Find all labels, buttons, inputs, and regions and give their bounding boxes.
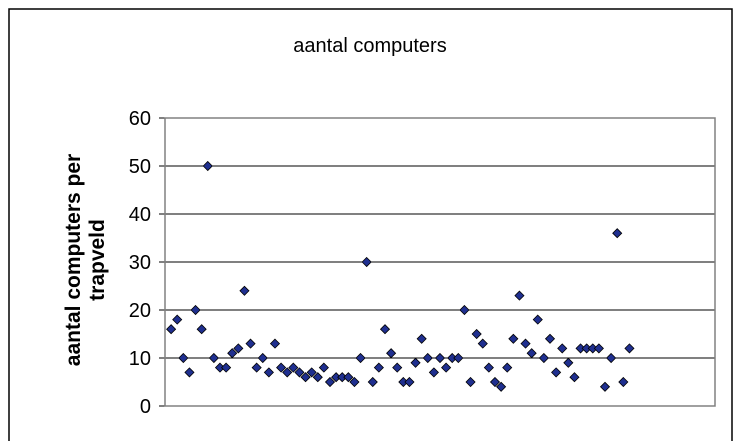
y-tick-label-10: 10	[129, 348, 151, 370]
data-point	[422, 352, 433, 364]
data-point	[624, 343, 635, 354]
data-point	[379, 324, 391, 335]
data-point	[355, 352, 366, 364]
data-point	[233, 343, 244, 354]
y-tick-label-20: 20	[129, 300, 151, 322]
data-point	[544, 333, 556, 344]
data-point	[563, 357, 574, 368]
data-point	[269, 338, 281, 349]
data-point	[416, 333, 427, 344]
y-axis-label-line-1: aantal computers per	[62, 154, 85, 366]
data-point	[318, 362, 329, 373]
data-point	[502, 362, 513, 373]
data-point	[172, 314, 183, 325]
y-tick-label-50: 50	[129, 156, 151, 178]
data-point	[551, 367, 562, 378]
data-point	[227, 348, 238, 359]
data-point	[459, 304, 470, 316]
data-point	[361, 256, 372, 268]
y-tick-label-30: 30	[129, 252, 151, 274]
data-point	[221, 362, 232, 373]
data-point	[612, 228, 623, 239]
data-point	[367, 376, 378, 388]
data-point	[514, 290, 525, 301]
data-point	[349, 376, 360, 388]
data-point	[294, 367, 305, 378]
data-point	[373, 362, 384, 373]
data-point	[202, 160, 213, 172]
y-axis-label-line-2: trapveld	[86, 219, 109, 301]
data-point	[190, 304, 201, 316]
y-axis-label: aantal computers per trapveld	[62, 154, 109, 366]
data-point	[324, 376, 336, 388]
data-point	[404, 376, 415, 388]
data-point	[496, 381, 507, 392]
data-point	[532, 314, 543, 325]
data-point	[343, 372, 354, 383]
data-point	[263, 367, 274, 378]
data-points	[166, 160, 635, 392]
data-point	[453, 352, 464, 364]
data-point	[483, 362, 494, 373]
y-axis-ticks: 0 10 20 30 40 50 60	[129, 108, 165, 418]
y-tick-label-0: 0	[140, 396, 151, 418]
data-point	[606, 352, 617, 364]
data-point	[288, 362, 299, 373]
data-point	[386, 348, 397, 359]
data-point	[428, 367, 439, 378]
data-point	[251, 362, 262, 373]
data-point	[441, 362, 452, 373]
data-point	[282, 367, 293, 378]
data-point	[465, 376, 476, 388]
data-point	[520, 338, 531, 349]
data-point	[489, 376, 501, 388]
data-point	[257, 352, 268, 364]
y-tick-label-40: 40	[129, 204, 151, 226]
data-point	[508, 333, 519, 344]
data-point	[196, 324, 207, 335]
chart-area-border	[8, 8, 733, 441]
data-point	[178, 352, 189, 364]
data-point	[599, 381, 611, 392]
data-point	[538, 352, 549, 364]
data-point	[166, 324, 177, 335]
data-point	[593, 343, 604, 354]
data-point	[306, 367, 317, 378]
plot-area-border	[164, 117, 716, 407]
data-point	[208, 352, 219, 364]
chart-title: aantal computers	[293, 35, 446, 57]
data-point	[276, 362, 287, 373]
data-point	[557, 343, 568, 354]
data-point	[434, 352, 446, 364]
data-point	[184, 367, 195, 378]
y-tick-label-60: 60	[129, 108, 151, 130]
data-point	[410, 357, 421, 368]
data-point	[312, 372, 323, 383]
data-point	[239, 285, 250, 296]
data-point	[618, 376, 629, 388]
data-point	[569, 372, 580, 383]
data-point	[392, 362, 403, 373]
data-point	[245, 338, 256, 349]
data-point	[526, 348, 537, 359]
data-point	[300, 372, 311, 383]
data-point	[471, 328, 482, 340]
data-point	[477, 338, 488, 349]
